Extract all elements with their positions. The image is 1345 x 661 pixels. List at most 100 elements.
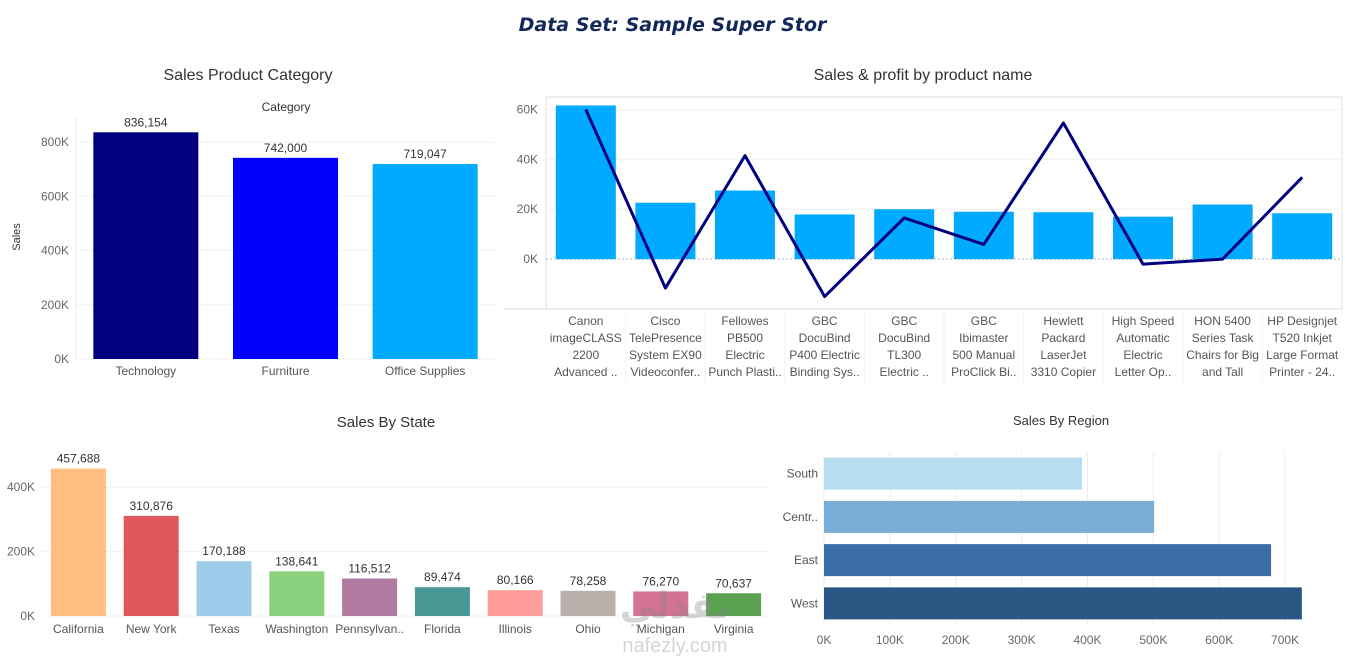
bar <box>824 587 1302 620</box>
y-tick-label: West <box>791 596 819 610</box>
sales-bar <box>953 211 1014 260</box>
bar-value-label: 719,047 <box>403 147 447 161</box>
bar-value-label: 76,270 <box>642 574 679 588</box>
y-tick-label: 200K <box>41 298 69 312</box>
x-tick-label: 500 Manual <box>952 348 1015 362</box>
x-tick-label: T520 Inkjet <box>1273 331 1333 345</box>
watermark-url: nafezly.com <box>622 635 727 657</box>
chart-title: Sales Product Category <box>164 67 333 84</box>
bar-value-label: 138,641 <box>275 554 319 568</box>
bar <box>372 164 478 359</box>
x-tick-label: Ohio <box>575 622 601 636</box>
bar <box>824 500 1155 533</box>
y-tick-label: 400K <box>41 244 69 258</box>
x-tick-label: Office Supplies <box>385 364 466 378</box>
chart-title: Sales & profit by product name <box>814 67 1033 84</box>
sales-bar <box>1113 216 1173 260</box>
bar <box>706 593 762 616</box>
x-tick-label: Advanced .. <box>554 365 617 379</box>
y-tick-label: 600K <box>41 189 69 203</box>
sales-bar <box>555 105 616 260</box>
y-tick-label: 200K <box>7 545 35 559</box>
bar-value-label: 78,258 <box>570 574 607 588</box>
x-tick-label: Virginia <box>714 622 754 636</box>
x-tick-label: New York <box>126 622 178 636</box>
x-tick-label: DocuBind <box>799 331 851 345</box>
bar <box>196 561 252 616</box>
x-tick-label: ProClick Bi.. <box>951 365 1016 379</box>
bar-value-label: 116,512 <box>348 561 391 575</box>
x-tick-label: Punch Plasti.. <box>708 365 781 379</box>
bar-value-label: 70,637 <box>715 576 752 590</box>
nafezly-watermark: نفذلي nafezly.com <box>620 585 730 657</box>
x-tick-label: Packard <box>1041 331 1085 345</box>
y-tick-label: 40K <box>517 152 538 166</box>
bar-value-label: 742,000 <box>264 141 308 155</box>
sales-bar <box>794 214 855 260</box>
y-tick-label: East <box>794 553 819 567</box>
sales-bar <box>635 202 696 260</box>
x-tick-label: Letter Op.. <box>1115 365 1172 379</box>
x-tick-label: Canon <box>568 314 603 328</box>
x-tick-label: System EX90 <box>629 348 702 362</box>
chart-title: Sales By State <box>337 414 435 431</box>
x-tick-label: Electric <box>1123 348 1162 362</box>
x-tick-label: Hewlett <box>1043 314 1084 328</box>
x-tick-label: Chairs for Big <box>1186 348 1259 362</box>
bar <box>824 457 1083 490</box>
x-tick-label: Pennsylvan.. <box>335 622 404 636</box>
x-tick-label: GBC <box>891 314 917 328</box>
x-tick-label: Series Task <box>1192 331 1255 345</box>
chart-title: Sales By Region <box>1013 413 1109 428</box>
y-tick-label: 800K <box>41 135 69 149</box>
x-tick-label: DocuBind <box>878 331 930 345</box>
x-tick-label: TL300 <box>887 348 921 362</box>
y-tick-label: 20K <box>517 202 538 216</box>
sales-bar <box>1272 213 1333 260</box>
bar <box>93 132 199 359</box>
x-tick-label: Videoconfer.. <box>630 365 700 379</box>
x-tick-label: imageCLASS <box>550 331 622 345</box>
bar-value-label: 457,688 <box>57 452 101 466</box>
sales-by-state-chart: Sales By State 0K 200K 400K 457,688 Californi… <box>7 414 770 636</box>
bar-value-label: 170,188 <box>202 544 246 558</box>
x-tick-label: 3310 Copier <box>1031 365 1096 379</box>
bar <box>824 544 1272 577</box>
x-tick-label: HP Designjet <box>1267 314 1337 328</box>
x-tick-label: Cisco <box>650 314 680 328</box>
x-tick-label: 100K <box>876 633 904 647</box>
chart-header: Category <box>262 100 311 114</box>
x-tick-label: Binding Sys.. <box>790 365 860 379</box>
sales-by-region-chart: Sales By Region 0K 100K 200K 300K 400K 500K 600… <box>783 413 1302 647</box>
x-tick-label: TelePresence <box>629 331 702 345</box>
sales-bar <box>1033 212 1094 260</box>
bar <box>560 590 616 616</box>
x-tick-label: LaserJet <box>1040 348 1087 362</box>
x-tick-label: P400 Electric <box>789 348 860 362</box>
x-tick-label: GBC <box>971 314 997 328</box>
bar <box>269 571 325 616</box>
sales-by-category-chart: Sales Product Category Category Sales 0K 200… <box>11 67 495 378</box>
bar-value-label: 310,876 <box>130 499 174 513</box>
x-tick-label: Fellowes <box>721 314 768 328</box>
watermark-arabic: نفذلي <box>620 585 730 627</box>
x-tick-label: 400K <box>1073 633 1101 647</box>
bar <box>123 515 179 616</box>
bar <box>414 587 470 616</box>
y-tick-label: South <box>787 467 818 481</box>
bar-value-label: 89,474 <box>424 570 461 584</box>
x-tick-label: Furniture <box>261 364 309 378</box>
x-tick-label: Illinois <box>499 622 532 636</box>
x-tick-label: 200K <box>942 633 970 647</box>
x-tick-label: GBC <box>812 314 838 328</box>
x-tick-label: 500K <box>1139 633 1167 647</box>
dashboard-title: Data Set: Sample Super Stor <box>518 14 827 36</box>
bar <box>233 157 338 359</box>
sales-bar <box>715 190 775 260</box>
y-tick-label: 0K <box>20 609 35 623</box>
x-tick-label: Automatic <box>1116 331 1169 345</box>
x-tick-label: 2200 <box>572 348 599 362</box>
y-tick-label: 0K <box>54 352 69 366</box>
x-tick-label: Washington <box>265 622 328 636</box>
bar-value-label: 836,154 <box>124 115 168 129</box>
